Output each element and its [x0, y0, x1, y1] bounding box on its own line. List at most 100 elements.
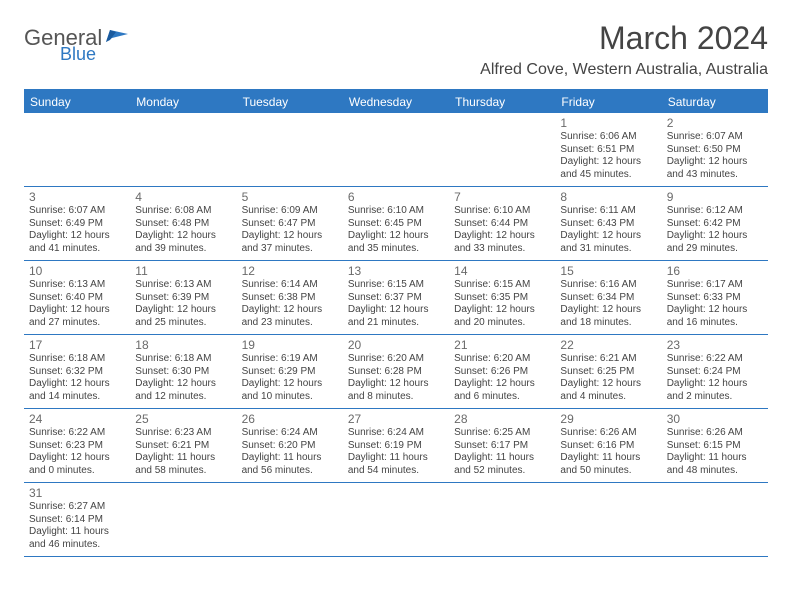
day-number: 23 [667, 338, 763, 352]
sunset-line: Sunset: 6:34 PM [560, 292, 656, 305]
sunrise-line: Sunrise: 6:11 AM [560, 205, 656, 218]
weekday-friday: Friday [555, 91, 661, 113]
sunrise-line: Sunrise: 6:12 AM [667, 205, 763, 218]
daylight-line: Daylight: 12 hours and 4 minutes. [560, 378, 656, 403]
day-number: 29 [560, 412, 656, 426]
daylight-line: Daylight: 12 hours and 27 minutes. [29, 304, 125, 329]
weekday-header: SundayMondayTuesdayWednesdayThursdayFrid… [24, 91, 768, 113]
day-number: 22 [560, 338, 656, 352]
daylight-line: Daylight: 12 hours and 20 minutes. [454, 304, 550, 329]
sunrise-line: Sunrise: 6:20 AM [348, 353, 444, 366]
day-cell: 15Sunrise: 6:16 AMSunset: 6:34 PMDayligh… [555, 261, 661, 334]
empty-cell [449, 483, 555, 556]
daylight-line: Daylight: 11 hours and 46 minutes. [29, 526, 125, 551]
weeks: 1Sunrise: 6:06 AMSunset: 6:51 PMDaylight… [24, 113, 768, 557]
sunrise-line: Sunrise: 6:23 AM [135, 427, 231, 440]
day-number: 18 [135, 338, 231, 352]
day-number: 24 [29, 412, 125, 426]
day-number: 2 [667, 116, 763, 130]
daylight-line: Daylight: 12 hours and 29 minutes. [667, 230, 763, 255]
sunset-line: Sunset: 6:15 PM [667, 440, 763, 453]
daylight-line: Daylight: 12 hours and 35 minutes. [348, 230, 444, 255]
daylight-line: Daylight: 11 hours and 58 minutes. [135, 452, 231, 477]
weekday-saturday: Saturday [662, 91, 768, 113]
day-cell: 21Sunrise: 6:20 AMSunset: 6:26 PMDayligh… [449, 335, 555, 408]
sunrise-line: Sunrise: 6:21 AM [560, 353, 656, 366]
daylight-line: Daylight: 12 hours and 37 minutes. [242, 230, 338, 255]
day-cell: 1Sunrise: 6:06 AMSunset: 6:51 PMDaylight… [555, 113, 661, 186]
sunset-line: Sunset: 6:29 PM [242, 366, 338, 379]
logo: General Blue [24, 20, 130, 62]
week-row: 3Sunrise: 6:07 AMSunset: 6:49 PMDaylight… [24, 187, 768, 261]
location: Alfred Cove, Western Australia, Australi… [480, 61, 768, 79]
sunset-line: Sunset: 6:35 PM [454, 292, 550, 305]
day-cell: 31Sunrise: 6:27 AMSunset: 6:14 PMDayligh… [24, 483, 130, 556]
daylight-line: Daylight: 11 hours and 56 minutes. [242, 452, 338, 477]
day-cell: 11Sunrise: 6:13 AMSunset: 6:39 PMDayligh… [130, 261, 236, 334]
weekday-thursday: Thursday [449, 91, 555, 113]
sunset-line: Sunset: 6:44 PM [454, 218, 550, 231]
day-cell: 10Sunrise: 6:13 AMSunset: 6:40 PMDayligh… [24, 261, 130, 334]
day-number: 25 [135, 412, 231, 426]
day-number: 31 [29, 486, 125, 500]
daylight-line: Daylight: 12 hours and 31 minutes. [560, 230, 656, 255]
daylight-line: Daylight: 11 hours and 52 minutes. [454, 452, 550, 477]
weekday-wednesday: Wednesday [343, 91, 449, 113]
sunset-line: Sunset: 6:14 PM [29, 514, 125, 527]
day-cell: 28Sunrise: 6:25 AMSunset: 6:17 PMDayligh… [449, 409, 555, 482]
week-row: 24Sunrise: 6:22 AMSunset: 6:23 PMDayligh… [24, 409, 768, 483]
daylight-line: Daylight: 12 hours and 41 minutes. [29, 230, 125, 255]
empty-cell [24, 113, 130, 186]
sunrise-line: Sunrise: 6:17 AM [667, 279, 763, 292]
empty-cell [343, 483, 449, 556]
day-number: 14 [454, 264, 550, 278]
day-cell: 27Sunrise: 6:24 AMSunset: 6:19 PMDayligh… [343, 409, 449, 482]
day-cell: 3Sunrise: 6:07 AMSunset: 6:49 PMDaylight… [24, 187, 130, 260]
day-cell: 14Sunrise: 6:15 AMSunset: 6:35 PMDayligh… [449, 261, 555, 334]
daylight-line: Daylight: 12 hours and 8 minutes. [348, 378, 444, 403]
sunrise-line: Sunrise: 6:10 AM [454, 205, 550, 218]
sunset-line: Sunset: 6:48 PM [135, 218, 231, 231]
sunrise-line: Sunrise: 6:15 AM [348, 279, 444, 292]
day-number: 15 [560, 264, 656, 278]
day-number: 12 [242, 264, 338, 278]
sunrise-line: Sunrise: 6:15 AM [454, 279, 550, 292]
day-number: 7 [454, 190, 550, 204]
daylight-line: Daylight: 12 hours and 2 minutes. [667, 378, 763, 403]
weekday-monday: Monday [130, 91, 236, 113]
daylight-line: Daylight: 11 hours and 50 minutes. [560, 452, 656, 477]
day-cell: 9Sunrise: 6:12 AMSunset: 6:42 PMDaylight… [662, 187, 768, 260]
day-cell: 12Sunrise: 6:14 AMSunset: 6:38 PMDayligh… [237, 261, 343, 334]
day-cell: 24Sunrise: 6:22 AMSunset: 6:23 PMDayligh… [24, 409, 130, 482]
sunrise-line: Sunrise: 6:10 AM [348, 205, 444, 218]
sunset-line: Sunset: 6:38 PM [242, 292, 338, 305]
day-number: 5 [242, 190, 338, 204]
page-title: March 2024 [480, 20, 768, 57]
sunset-line: Sunset: 6:26 PM [454, 366, 550, 379]
sunset-line: Sunset: 6:16 PM [560, 440, 656, 453]
day-cell: 30Sunrise: 6:26 AMSunset: 6:15 PMDayligh… [662, 409, 768, 482]
daylight-line: Daylight: 12 hours and 12 minutes. [135, 378, 231, 403]
week-row: 17Sunrise: 6:18 AMSunset: 6:32 PMDayligh… [24, 335, 768, 409]
sunset-line: Sunset: 6:23 PM [29, 440, 125, 453]
sunset-line: Sunset: 6:50 PM [667, 144, 763, 157]
sunset-line: Sunset: 6:32 PM [29, 366, 125, 379]
week-row: 10Sunrise: 6:13 AMSunset: 6:40 PMDayligh… [24, 261, 768, 335]
sunset-line: Sunset: 6:51 PM [560, 144, 656, 157]
empty-cell [130, 483, 236, 556]
empty-cell [343, 113, 449, 186]
day-cell: 7Sunrise: 6:10 AMSunset: 6:44 PMDaylight… [449, 187, 555, 260]
day-number: 3 [29, 190, 125, 204]
sunset-line: Sunset: 6:45 PM [348, 218, 444, 231]
sunrise-line: Sunrise: 6:26 AM [560, 427, 656, 440]
day-cell: 26Sunrise: 6:24 AMSunset: 6:20 PMDayligh… [237, 409, 343, 482]
sunrise-line: Sunrise: 6:07 AM [667, 131, 763, 144]
empty-cell [449, 113, 555, 186]
day-number: 19 [242, 338, 338, 352]
day-cell: 23Sunrise: 6:22 AMSunset: 6:24 PMDayligh… [662, 335, 768, 408]
sunset-line: Sunset: 6:33 PM [667, 292, 763, 305]
day-number: 20 [348, 338, 444, 352]
weekday-sunday: Sunday [24, 91, 130, 113]
sunset-line: Sunset: 6:39 PM [135, 292, 231, 305]
day-number: 11 [135, 264, 231, 278]
